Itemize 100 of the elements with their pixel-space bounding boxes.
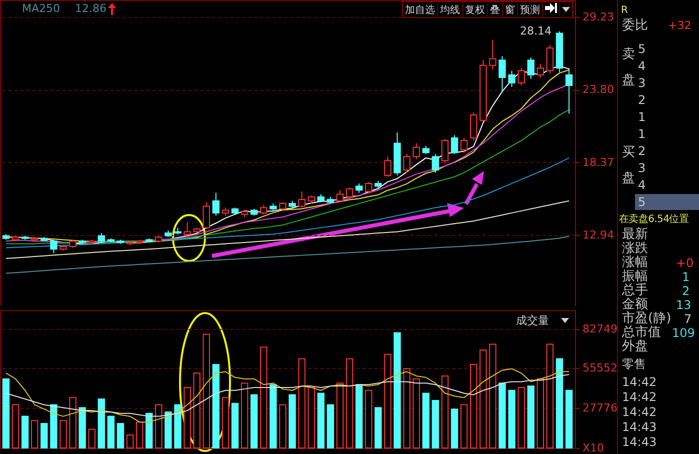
candlestick: [184, 222, 191, 236]
candlestick: [450, 134, 458, 154]
line-series: [5, 200, 570, 260]
candlestick: [432, 153, 440, 174]
candlestick: [50, 239, 58, 254]
bar: [450, 408, 458, 448]
bar: [202, 334, 210, 448]
candlestick: [346, 186, 354, 199]
bar: [155, 404, 162, 448]
annotation: 28.14: [520, 24, 552, 38]
text: 零售: [622, 357, 646, 371]
bar: [508, 390, 516, 448]
text: 2: [638, 93, 646, 107]
bar: [326, 404, 334, 448]
candlestick: [412, 142, 420, 160]
bar: [212, 364, 220, 448]
bar: [164, 411, 172, 448]
bar: [40, 423, 48, 448]
candlestick: [336, 190, 344, 203]
text: 卖盘: [622, 46, 635, 90]
bar: [136, 422, 144, 448]
bar: [403, 368, 410, 448]
bar: [489, 344, 496, 448]
candlestick: [98, 232, 105, 243]
bar: [240, 382, 248, 448]
text: 3: [638, 76, 646, 90]
bar: [78, 407, 86, 448]
line-series: [5, 157, 570, 248]
text: 4: [638, 178, 646, 192]
candlestick: [498, 56, 506, 93]
chart-title: 成交量: [516, 314, 549, 327]
text: 109: [672, 326, 695, 340]
annotation: 均线: [438, 2, 463, 16]
line-series: [5, 236, 570, 274]
bar: [69, 397, 76, 448]
text: 7: [684, 312, 692, 326]
text: 14:42: [622, 405, 657, 419]
candlestick: [489, 39, 496, 70]
text: 在卖盘6.54位置: [619, 213, 689, 227]
text: 外盘: [622, 339, 648, 354]
text: 1: [682, 270, 690, 284]
bar: [126, 434, 134, 448]
candlestick: [298, 190, 306, 208]
text: 金额: [622, 297, 648, 312]
bar: [365, 390, 372, 448]
bar: [30, 420, 38, 448]
y-tick-label: 23.80: [582, 83, 614, 96]
bar: [470, 364, 478, 448]
candlestick: [212, 192, 220, 216]
bar: [193, 372, 200, 448]
text: 2: [682, 284, 690, 298]
bar: [480, 350, 487, 448]
bar: [374, 407, 382, 448]
annotation: 复权: [463, 2, 488, 16]
candlestick: [460, 137, 468, 154]
bar: [184, 387, 191, 448]
candlestick: [441, 138, 449, 164]
bar: [174, 404, 182, 448]
text: 振幅: [622, 269, 648, 284]
bar: [250, 394, 258, 448]
text: R: [621, 4, 628, 18]
bar: [441, 375, 449, 448]
candlestick: [536, 64, 544, 78]
text: 3: [638, 161, 646, 175]
y-tick-label: 18.37: [582, 156, 614, 169]
text: +32: [668, 19, 692, 33]
y-tick-label: X10: [582, 442, 604, 454]
text: 买盘: [622, 144, 635, 188]
bar: [460, 404, 468, 448]
text: 14:43: [622, 420, 657, 434]
y-tick-label: 55552: [582, 361, 618, 374]
bar: [317, 392, 325, 448]
bar: [146, 412, 153, 448]
bar: [498, 382, 506, 448]
bar: [412, 378, 420, 448]
text: 13: [676, 298, 692, 312]
text: 涨跌: [622, 241, 648, 256]
bar: [270, 384, 277, 448]
y-tick-label: 29.23: [582, 10, 614, 24]
bar: [107, 416, 115, 448]
text: 14:43: [622, 435, 657, 449]
candlestick: [355, 182, 363, 194]
bar: [279, 404, 286, 448]
bar: [50, 404, 58, 448]
text: 14:42: [622, 375, 657, 389]
annotation: 12.86: [75, 2, 106, 15]
annotation: 叠: [488, 2, 503, 16]
bar: [422, 392, 430, 448]
bar: [298, 358, 306, 448]
text: 市盈(静): [622, 311, 672, 326]
candlestick: [403, 153, 410, 174]
candlestick: [470, 112, 478, 142]
text: MA250: [22, 2, 60, 15]
candlestick: [260, 204, 268, 215]
bar: [12, 404, 20, 448]
text: 1: [638, 110, 646, 124]
bar: [21, 416, 29, 448]
text: 委比: [622, 18, 648, 33]
bar: [546, 344, 554, 448]
bar: [116, 423, 124, 448]
